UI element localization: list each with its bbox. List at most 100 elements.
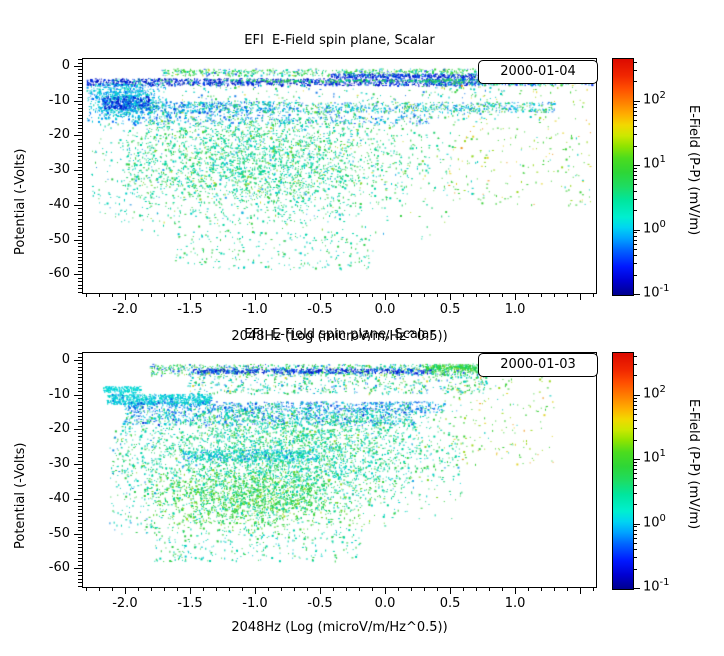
y-minor-tick xyxy=(78,183,82,185)
colorbar-tick-label: 10-1 xyxy=(643,283,670,301)
x-minor-tick xyxy=(567,588,569,591)
y-minor-tick xyxy=(78,111,82,113)
x-major-tick xyxy=(319,588,321,594)
x-major-tick xyxy=(254,294,256,300)
y-minor-tick xyxy=(78,523,82,525)
x-major-tick xyxy=(515,294,517,300)
colorbar-minor-tick xyxy=(634,526,637,528)
x-minor-tick xyxy=(176,588,178,591)
colorbar-minor-tick xyxy=(634,126,637,128)
x-minor-tick xyxy=(463,294,465,297)
x-tick-label: -2.0 xyxy=(112,302,138,317)
y-minor-tick xyxy=(78,398,82,400)
x-major-tick xyxy=(450,588,452,594)
y-minor-tick xyxy=(78,121,82,123)
y-minor-tick xyxy=(78,69,82,71)
y-major-tick xyxy=(74,568,82,570)
colorbar-minor-tick xyxy=(634,198,637,200)
y-minor-tick xyxy=(78,401,82,403)
x-minor-tick xyxy=(332,588,334,591)
y-minor-tick xyxy=(78,564,82,566)
x-minor-tick xyxy=(137,294,139,297)
y-minor-tick xyxy=(78,561,82,563)
x-minor-tick xyxy=(437,294,439,297)
y-minor-tick xyxy=(78,439,82,441)
y-minor-tick xyxy=(78,260,82,262)
y-tick-label: -60 xyxy=(48,266,70,282)
y-minor-tick xyxy=(78,505,82,507)
y-tick-label: -60 xyxy=(48,560,70,576)
x-minor-tick xyxy=(476,588,478,591)
x-minor-tick xyxy=(332,294,334,297)
x-tick-label: 0.5 xyxy=(439,302,461,317)
y-tick-label: -10 xyxy=(48,92,70,108)
x-minor-tick xyxy=(176,294,178,297)
x-minor-tick xyxy=(398,294,400,297)
y-major-tick xyxy=(74,135,82,137)
y-minor-tick xyxy=(78,491,82,493)
colorbar-minor-tick xyxy=(634,363,637,365)
x-minor-tick xyxy=(502,588,504,591)
y-minor-tick xyxy=(78,107,82,109)
y-minor-tick xyxy=(78,86,82,88)
y-minor-tick xyxy=(78,457,82,459)
colorbar-minor-tick xyxy=(634,81,637,83)
x-tick-label: 1.0 xyxy=(504,596,526,611)
x-minor-tick xyxy=(411,294,413,297)
y-tick-label: -50 xyxy=(48,231,70,247)
y-major-tick xyxy=(74,100,82,102)
colorbar-minor-tick xyxy=(634,61,637,63)
x-minor-tick xyxy=(85,588,87,591)
bottom-x-axis-label: 2048Hz (Log (microV/m/Hz^0.5)) xyxy=(231,620,448,635)
y-minor-tick xyxy=(78,218,82,220)
x-minor-tick xyxy=(202,588,204,591)
y-minor-tick xyxy=(78,90,82,92)
x-minor-tick xyxy=(267,294,269,297)
y-minor-tick xyxy=(78,246,82,248)
colorbar-minor-tick xyxy=(634,179,637,181)
x-minor-tick xyxy=(215,294,217,297)
y-minor-tick xyxy=(78,408,82,410)
x-minor-tick xyxy=(241,588,243,591)
x-minor-tick xyxy=(228,294,230,297)
top-legend-box: 2000-01-04 xyxy=(478,60,598,84)
y-tick-label: -30 xyxy=(48,456,70,472)
colorbar-minor-tick xyxy=(634,400,637,402)
y-major-tick xyxy=(74,394,82,396)
x-minor-tick xyxy=(502,294,504,297)
y-minor-tick xyxy=(78,575,82,577)
y-minor-tick xyxy=(78,412,82,414)
colorbar-minor-tick xyxy=(634,537,637,539)
x-minor-tick xyxy=(293,588,295,591)
y-minor-tick xyxy=(78,446,82,448)
y-minor-tick xyxy=(78,481,82,483)
y-minor-tick xyxy=(78,366,82,368)
y-minor-tick xyxy=(78,488,82,490)
y-minor-tick xyxy=(78,484,82,486)
x-major-tick xyxy=(580,294,582,300)
top-legend-date: 2000-01-04 xyxy=(500,64,576,79)
y-minor-tick xyxy=(78,277,82,279)
x-minor-tick xyxy=(346,294,347,297)
colorbar-minor-tick xyxy=(634,542,637,544)
y-minor-tick xyxy=(78,509,82,511)
y-minor-tick xyxy=(78,114,82,116)
y-minor-tick xyxy=(78,363,82,365)
y-minor-tick xyxy=(78,152,82,154)
y-major-tick xyxy=(74,274,82,276)
x-minor-tick xyxy=(98,294,100,297)
x-major-tick xyxy=(515,588,517,594)
x-minor-tick xyxy=(150,294,152,297)
x-minor-tick xyxy=(267,588,269,591)
x-minor-tick xyxy=(398,588,400,591)
colorbar-tick-label: 101 xyxy=(643,448,666,466)
colorbar-minor-tick xyxy=(634,355,637,357)
y-minor-tick xyxy=(78,222,82,224)
y-minor-tick xyxy=(78,253,82,255)
colorbar-minor-tick xyxy=(634,473,637,475)
y-minor-tick xyxy=(78,149,82,151)
y-minor-tick xyxy=(78,118,82,120)
y-minor-tick xyxy=(78,284,82,286)
colorbar-minor-tick xyxy=(634,119,637,121)
